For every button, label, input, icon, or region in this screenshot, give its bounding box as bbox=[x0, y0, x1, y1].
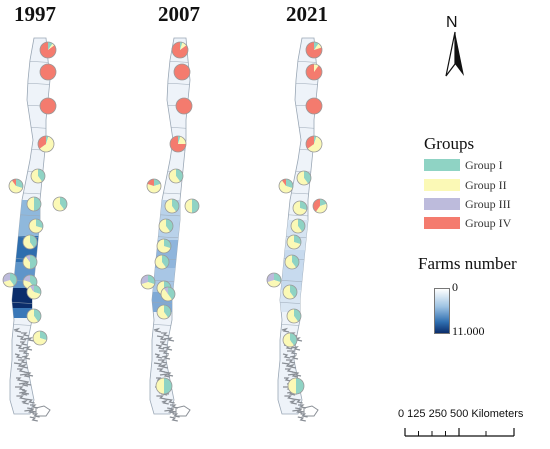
groups-legend-title: Groups bbox=[424, 134, 475, 153]
farms-min-label: 0 bbox=[452, 280, 458, 294]
legend-label: Group I bbox=[465, 157, 503, 172]
pie-chart-2007-8 bbox=[164, 198, 180, 214]
pie-chart-2021-9 bbox=[290, 218, 306, 234]
pie-chart-1997-1 bbox=[39, 41, 57, 59]
pie-chart-1997-15 bbox=[26, 308, 42, 324]
pie-chart-2007-10 bbox=[156, 238, 172, 254]
pie-chart-1997-11 bbox=[22, 254, 38, 270]
scale-bar bbox=[404, 428, 515, 437]
pie-chart-2021-4 bbox=[305, 135, 323, 153]
year-title-2021: 2021 bbox=[286, 2, 328, 26]
pie-chart-2007-12 bbox=[140, 274, 156, 290]
pie-chart-2021-13 bbox=[282, 284, 298, 300]
pie-chart-1997-5 bbox=[8, 178, 24, 194]
pie-chart-1997-10 bbox=[22, 234, 38, 250]
pie-chart-1997-7 bbox=[52, 196, 68, 212]
legend-swatch bbox=[424, 198, 460, 210]
patagonia-coast bbox=[13, 327, 51, 422]
north-label: N bbox=[446, 14, 458, 31]
pie-chart-2007-1 bbox=[171, 41, 189, 59]
farms-max-label: 11.000 bbox=[452, 324, 485, 338]
farms-legend-title: Farms number bbox=[418, 254, 517, 273]
pie-chart-2021-16 bbox=[287, 377, 305, 395]
legend-swatch bbox=[424, 217, 460, 229]
north-arrow-icon bbox=[445, 31, 464, 77]
pie-chart-2007-14 bbox=[160, 286, 176, 302]
pie-chart-2021-12 bbox=[266, 272, 282, 288]
pie-chart-2021-8 bbox=[292, 200, 308, 216]
legend-label: Group III bbox=[465, 196, 511, 211]
pie-chart-2007-2 bbox=[173, 63, 191, 81]
year-title-2007: 2007 bbox=[158, 2, 200, 26]
pie-chart-1997-12 bbox=[2, 272, 18, 288]
pie-chart-2007-15 bbox=[156, 304, 172, 320]
pie-chart-2021-11 bbox=[284, 254, 300, 270]
pie-chart-2007-4 bbox=[169, 135, 187, 153]
pie-chart-2007-6 bbox=[168, 168, 184, 184]
pie-chart-1997-9 bbox=[28, 218, 44, 234]
pie-chart-2021-10 bbox=[286, 234, 302, 250]
pie-chart-1997-8 bbox=[26, 196, 42, 212]
pie-chart-1997-16 bbox=[32, 330, 48, 346]
pie-chart-2021-15 bbox=[282, 332, 298, 348]
legend-label: Group II bbox=[465, 177, 507, 192]
pie-chart-2007-9 bbox=[158, 218, 174, 234]
pie-chart-2021-1 bbox=[305, 41, 323, 59]
map-panel-2007 bbox=[149, 37, 191, 422]
pie-chart-2021-6 bbox=[296, 170, 312, 186]
pie-chart-2007-7 bbox=[184, 198, 200, 214]
pie-chart-2007-5 bbox=[146, 178, 162, 194]
pie-chart-2021-3 bbox=[305, 97, 323, 115]
pie-chart-1997-3 bbox=[39, 97, 57, 115]
legend-item-group-2: Group II bbox=[424, 177, 507, 193]
pie-chart-2021-14 bbox=[286, 308, 302, 324]
pie-chart-2007-3 bbox=[175, 97, 193, 115]
pie-chart-1997-4 bbox=[37, 135, 55, 153]
legend-swatch bbox=[424, 159, 460, 171]
legend-item-group-4: Group IV bbox=[424, 215, 511, 231]
legend-swatch bbox=[424, 179, 460, 191]
pie-chart-2007-11 bbox=[154, 254, 170, 270]
pie-chart-2007-16 bbox=[155, 377, 173, 395]
year-title-1997: 1997 bbox=[14, 2, 56, 26]
pie-chart-1997-6 bbox=[30, 168, 46, 184]
legend-item-group-1: Group I bbox=[424, 157, 503, 173]
pie-chart-2021-5 bbox=[278, 178, 294, 194]
pie-chart-2021-7 bbox=[312, 198, 328, 214]
legend-item-group-3: Group III bbox=[424, 196, 511, 212]
pie-chart-1997-14 bbox=[26, 284, 42, 300]
farms-color-ramp bbox=[434, 288, 450, 334]
legend-label: Group IV bbox=[465, 215, 512, 230]
pie-chart-2021-2 bbox=[305, 63, 323, 81]
scale-bar-label: 0 125 250 500 Kilometers bbox=[398, 408, 524, 420]
pie-chart-1997-2 bbox=[39, 63, 57, 81]
